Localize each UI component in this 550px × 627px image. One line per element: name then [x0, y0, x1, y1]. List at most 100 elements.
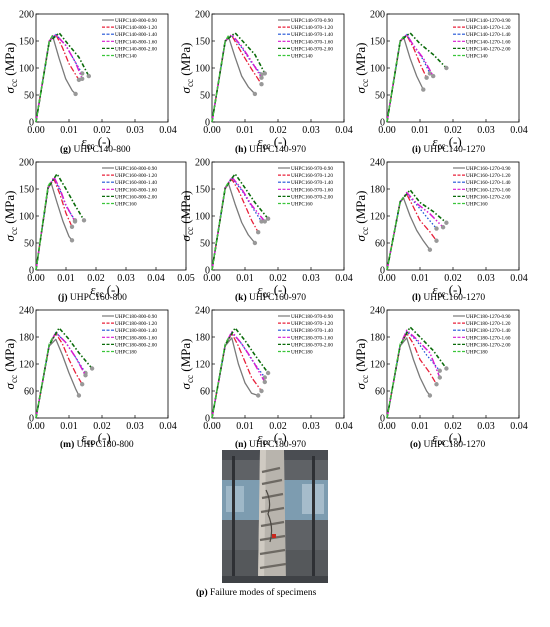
legend-label: UHPC180-970-2.00	[291, 342, 333, 348]
x-tick-label: 0.02	[444, 125, 462, 136]
y-axis-label: σcc (MPa)	[178, 339, 195, 390]
y-tick-label: 150	[19, 37, 34, 48]
end-point-marker	[80, 71, 85, 76]
y-tick-label: 200	[370, 10, 385, 21]
chart-panel-8: 0 60 120 180 240 0.00 0.01 0.02 0.03 0.04 σcc (MPa…	[178, 306, 353, 448]
y-tick-label: 150	[19, 185, 34, 196]
y-tick-label: 180	[370, 185, 385, 196]
y-tick-label: 200	[195, 158, 210, 169]
y-axis-label: σcc (MPa)	[178, 191, 195, 242]
y-tick-label: 60	[375, 387, 385, 398]
legend-label: UHPC180	[291, 350, 313, 356]
legend-label: UHPC160	[291, 202, 313, 208]
end-point-marker	[262, 71, 267, 76]
x-axis-label: εcc (-)	[432, 134, 461, 151]
end-point-marker	[259, 82, 264, 87]
series-line	[35, 337, 54, 419]
series-line	[35, 35, 54, 123]
y-tick-label: 60	[24, 387, 34, 398]
end-point-marker	[427, 247, 433, 252]
y-tick-label: 50	[200, 239, 210, 250]
x-tick-label: 0.03	[117, 273, 135, 284]
end-point-marker	[434, 238, 439, 243]
failure-mode-photo	[222, 450, 328, 583]
y-tick-label: 240	[19, 306, 34, 317]
legend-label: UHPC140-1270-1.20	[466, 25, 511, 31]
x-axis-label: εcc (-)	[81, 430, 110, 447]
x-tick-label: 0.03	[302, 421, 320, 432]
legend-label: UHPC180-970-0.90	[291, 314, 333, 320]
legend-label: UHPC140-1270-0.90	[466, 18, 511, 24]
chart-panel-4: 0 50 100 150 200 0.00 0.01 0.02 0.03 0.04 0.05 σcc …	[2, 158, 195, 300]
x-tick-label: 0.01	[236, 273, 254, 284]
x-tick-label: 0.04	[510, 421, 528, 432]
series-line	[386, 189, 447, 271]
legend-label: UHPC160-1270-1.20	[466, 173, 511, 179]
series-line	[35, 327, 93, 419]
y-tick-label: 100	[19, 64, 34, 75]
legend-label: UHPC180-1270-2.00	[466, 342, 511, 348]
y-tick-label: 0	[205, 266, 210, 277]
legend-label: UHPC160-970-1.20	[291, 173, 333, 179]
x-tick-label: 0.00	[378, 421, 396, 432]
panel-caption: (m) UHPC180-800	[60, 440, 134, 450]
end-point-marker	[80, 382, 85, 387]
panel-caption: (i) UHPC140-1270	[412, 145, 486, 155]
legend-label: UHPC140-970-0.90	[291, 18, 333, 24]
end-point-marker	[437, 368, 442, 373]
x-tick-label: 0.03	[126, 421, 144, 432]
legend-label: UHPC160-800-1.40	[115, 180, 157, 186]
y-tick-label: 120	[195, 360, 210, 371]
series-line	[211, 337, 230, 419]
series-line	[211, 34, 263, 123]
legend-label: UHPC180-970-1.40	[291, 328, 333, 334]
legend-label: UHPC160-970-2.00	[291, 194, 333, 200]
y-tick-label: 0	[380, 118, 385, 129]
end-point-marker	[69, 224, 75, 229]
y-tick-label: 100	[195, 212, 210, 223]
end-point-marker	[259, 388, 264, 394]
y-tick-label: 150	[370, 37, 385, 48]
y-tick-label: 150	[195, 185, 210, 196]
x-axis-label: εcc (-)	[90, 282, 119, 299]
legend-label: UHPC160-800-0.90	[115, 166, 157, 172]
y-tick-label: 200	[19, 10, 34, 21]
legend-label: UHPC180-1270-1.20	[466, 321, 511, 327]
x-tick-label: 0.02	[87, 273, 105, 284]
y-tick-label: 240	[195, 306, 210, 317]
x-axis-label: εcc (-)	[257, 282, 286, 299]
y-tick-label: 50	[24, 239, 34, 250]
x-tick-label: 0.02	[444, 421, 462, 432]
x-tick-label: 0.03	[477, 273, 495, 284]
legend-label: UHPC140	[291, 54, 313, 60]
end-point-marker	[444, 220, 449, 225]
end-point-marker	[265, 216, 271, 221]
legend-label: UHPC180-800-1.40	[115, 328, 157, 334]
x-tick-label: 0.01	[411, 421, 429, 432]
y-axis-label: σcc (MPa)	[2, 339, 19, 390]
end-point-marker	[73, 91, 78, 97]
series-line	[386, 36, 424, 123]
y-tick-label: 240	[370, 158, 385, 169]
legend-label: UHPC180-800-2.00	[115, 342, 157, 348]
legend-label: UHPC140-970-1.20	[291, 25, 333, 31]
x-tick-label: 0.01	[411, 273, 429, 284]
legend-label: UHPC180-970-1.20	[291, 321, 333, 327]
y-tick-label: 200	[19, 158, 34, 169]
y-tick-label: 0	[29, 414, 34, 425]
end-point-marker	[437, 375, 442, 380]
x-tick-label: 0.04	[510, 125, 528, 136]
x-tick-label: 0.00	[27, 273, 45, 284]
x-tick-label: 0.04	[335, 273, 353, 284]
series-line	[386, 326, 448, 419]
end-point-marker	[440, 225, 446, 230]
series-line	[211, 181, 230, 271]
x-tick-label: 0.05	[177, 273, 195, 284]
y-axis-label: σcc (MPa)	[2, 43, 19, 94]
legend-label: UHPC140-970-1.60	[291, 39, 333, 45]
series-line	[35, 181, 73, 271]
x-tick-label: 0.03	[126, 125, 144, 136]
end-point-marker	[431, 73, 436, 79]
series-line	[386, 338, 405, 419]
x-tick-label: 0.00	[203, 421, 221, 432]
